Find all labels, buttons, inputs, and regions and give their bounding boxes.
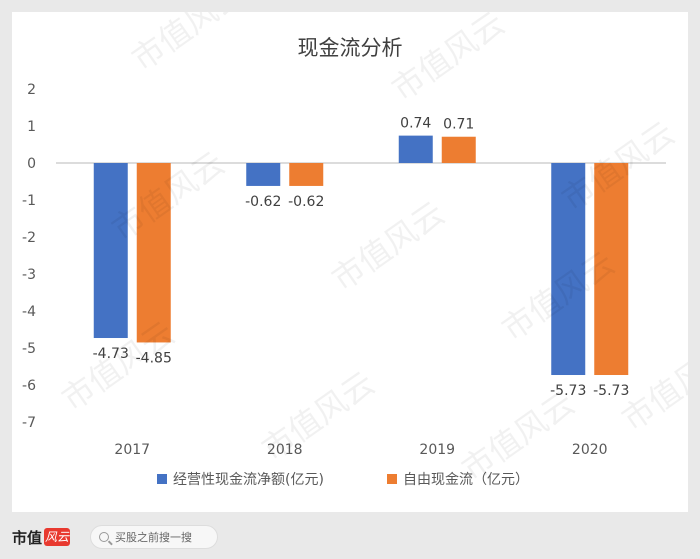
watermark: 市值风云: [125, 12, 252, 79]
y-tick-label: -6: [22, 378, 36, 394]
brand-seal: 风云: [44, 528, 71, 546]
search-box[interactable]: 买股之前搜一搜: [90, 525, 218, 549]
y-tick-label: 2: [27, 82, 36, 98]
bar-2020-series-2: [594, 163, 629, 376]
search-placeholder: 买股之前搜一搜: [115, 531, 192, 544]
legend-label-1: 经营性现金流净额(亿元): [173, 472, 324, 488]
legend-swatch-2: [387, 474, 397, 484]
bar-2017-series-1: [93, 163, 128, 339]
brand-text: 市值: [12, 528, 43, 547]
x-tick-label: 2018: [267, 442, 303, 458]
brand-logo[interactable]: 市值 风云: [12, 526, 71, 548]
data-label: -0.62: [288, 194, 324, 210]
bar-chart: 现金流分析 2 1 0 -1 -2 -3 -4 -5 -6 -7 -4.73 -4.85 2017 -0.6…: [22, 12, 688, 489]
x-tick-label: 2017: [114, 442, 150, 458]
watermark: 市值风云: [255, 364, 382, 469]
bar-2019-series-2: [441, 136, 476, 163]
bar-2018-series-1: [246, 163, 281, 186]
y-tick-label: -1: [22, 193, 36, 209]
watermark: 市值风云: [325, 194, 452, 299]
bar-2020-series-1: [551, 163, 586, 376]
data-label: -4.73: [93, 346, 129, 362]
data-label: -0.62: [245, 194, 281, 210]
data-label: 0.71: [443, 117, 474, 133]
bar-2017-series-2: [136, 163, 171, 343]
x-tick-label: 2019: [419, 442, 455, 458]
y-tick-label: -4: [22, 304, 36, 320]
data-label: 0.74: [400, 116, 431, 132]
y-tick-label: 0: [27, 156, 36, 172]
bar-2018-series-2: [289, 163, 324, 186]
data-label: -5.73: [550, 383, 586, 399]
footer-bar: 市值 风云 买股之前搜一搜: [0, 512, 700, 559]
watermark: 市值风云: [385, 12, 512, 109]
y-tick-label: 1: [27, 119, 36, 135]
legend-swatch-1: [157, 474, 167, 484]
data-label: -4.85: [136, 350, 172, 366]
x-tick-label: 2020: [572, 442, 608, 458]
data-label: -5.73: [593, 383, 629, 399]
bar-2019-series-1: [398, 135, 433, 163]
chart-card: 现金流分析 2 1 0 -1 -2 -3 -4 -5 -6 -7 -4.73 -4.85 2017 -0.6…: [12, 12, 688, 512]
y-tick-label: -2: [22, 230, 36, 246]
legend-label-2: 自由现金流（亿元）: [403, 472, 529, 488]
search-icon: [99, 532, 109, 542]
y-tick-label: -7: [22, 415, 36, 431]
y-tick-label: -5: [22, 341, 36, 357]
chart-title: 现金流分析: [298, 36, 403, 60]
y-tick-label: -3: [22, 267, 36, 283]
